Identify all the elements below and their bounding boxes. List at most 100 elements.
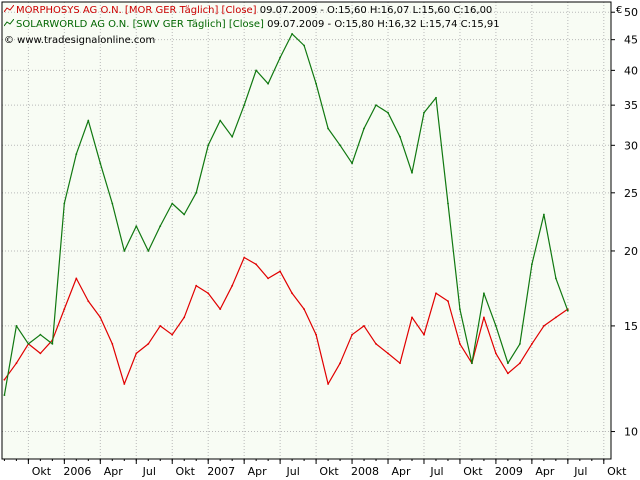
series-1-point (111, 343, 114, 345)
series-2-point (219, 119, 222, 122)
y-tick-label: 50 (624, 6, 638, 19)
series-1-point (15, 362, 18, 365)
series-1-point (99, 316, 102, 319)
series-1-point (219, 308, 222, 310)
series-1-point (399, 362, 401, 365)
x-tick-label: 2009 (495, 465, 523, 478)
y-tick-label: 25 (624, 187, 638, 200)
series-2-point (183, 213, 186, 216)
series-2-point (159, 225, 162, 228)
series-1-point (207, 292, 210, 295)
series-1-point (543, 325, 545, 327)
series-1-point (243, 256, 246, 259)
series-2-point (99, 162, 102, 165)
series-2-point (171, 202, 174, 205)
series-1-point (159, 325, 162, 327)
series-2-point (387, 111, 389, 114)
series-1-point (447, 300, 449, 302)
series-1-point (363, 325, 365, 327)
series-2-point (147, 250, 150, 252)
series-2-point (375, 104, 377, 106)
legend-series-2: SOLARWORLD AG O.N. [SWV GER Täglich] [Cl… (3, 18, 500, 31)
series-2-point (291, 33, 293, 35)
series-2-point (435, 96, 437, 99)
series-1-point (531, 343, 533, 345)
series-2-point (327, 127, 329, 130)
series-1-point (147, 343, 150, 345)
y-axis: 50 45 40 35 30 25 20 15 10 (611, 6, 638, 439)
x-tick-label: Apr (248, 465, 268, 478)
series-1-point (327, 383, 329, 385)
series-2-point (351, 162, 353, 165)
series-2-point (447, 202, 449, 205)
series-2 (3, 33, 569, 396)
series-1-point (87, 300, 90, 302)
series-2-point (495, 325, 497, 327)
series-1-point (171, 333, 174, 336)
series-1-point (507, 372, 509, 375)
series-2-point (51, 343, 54, 345)
y-tick-label: 30 (624, 139, 638, 152)
series-2-point (519, 343, 521, 345)
series-1-point (135, 352, 138, 355)
x-tick-label: Jul (429, 465, 443, 478)
series-1-point (315, 333, 317, 336)
y-tick-label: 20 (624, 245, 638, 258)
series-1 (3, 256, 569, 385)
legend-series-2-quote: 09.07.2009 - O:15,80 H:16,32 L:15,74 C:1… (267, 19, 500, 30)
y-tick-label: 35 (624, 99, 638, 112)
series-1-point (303, 308, 305, 310)
series-2-point (399, 135, 401, 138)
line-chart-icon (3, 18, 16, 31)
series-2-point (315, 82, 317, 85)
x-tick-label: Okt (463, 465, 483, 478)
line-chart-icon (3, 4, 16, 17)
series-2-point (459, 308, 461, 310)
copyright-text: © www.tradesignalonline.com (4, 35, 156, 46)
legend-series-1: MORPHOSYS AG O.N. [MOR GER Täglich] [Clo… (3, 4, 493, 17)
series-2-point (423, 111, 425, 114)
series-1-point (495, 352, 497, 355)
series-2-point (123, 250, 126, 252)
series-1-point (375, 343, 377, 345)
x-tick-label: Okt (176, 465, 196, 478)
x-tick-label: 2007 (207, 465, 235, 478)
plot-border (1, 1, 612, 460)
legend-series-1-quote: 09.07.2009 - O:15,60 H:16,07 L:15,60 C:1… (259, 5, 493, 16)
series-1-point (255, 263, 257, 266)
series-1-point (519, 362, 521, 365)
series-2-point (195, 191, 198, 194)
series-1-point (195, 284, 198, 287)
series-1-point (123, 383, 126, 385)
series-2-point (207, 144, 210, 147)
series-1-point (555, 316, 557, 319)
x-tick-label: Apr (392, 465, 412, 478)
series-2-point (15, 325, 18, 327)
x-tick-label: Okt (319, 465, 339, 478)
series-2-point (39, 333, 42, 336)
series-1-point (183, 316, 186, 319)
series-2-point (279, 56, 281, 59)
plot-area (2, 2, 611, 459)
series-1-line (3, 256, 569, 385)
series-2-point (267, 82, 269, 85)
series-1-point (459, 343, 461, 345)
grid-lines (2, 2, 611, 459)
series-2-point (555, 277, 557, 280)
y-tick-label: 15 (624, 320, 638, 333)
series-1-point (291, 292, 293, 295)
x-tick-label: Apr (535, 465, 555, 478)
x-tick-label: Apr (104, 465, 124, 478)
x-tick-label: 2008 (351, 465, 379, 478)
series-1-point (267, 277, 269, 280)
series-2-point (411, 171, 413, 174)
series-1-point (411, 316, 413, 319)
x-tick-label: Okt (32, 465, 52, 478)
x-tick-label: Jul (142, 465, 156, 478)
series-2-point (75, 153, 78, 156)
series-1-point (75, 277, 78, 280)
x-axis: Okt 2006 Apr Jul Okt 2007 Apr Jul Okt 2008 Apr Jul O… (3, 459, 627, 478)
x-tick-label: Okt (607, 465, 627, 478)
series-2-point (483, 292, 485, 295)
